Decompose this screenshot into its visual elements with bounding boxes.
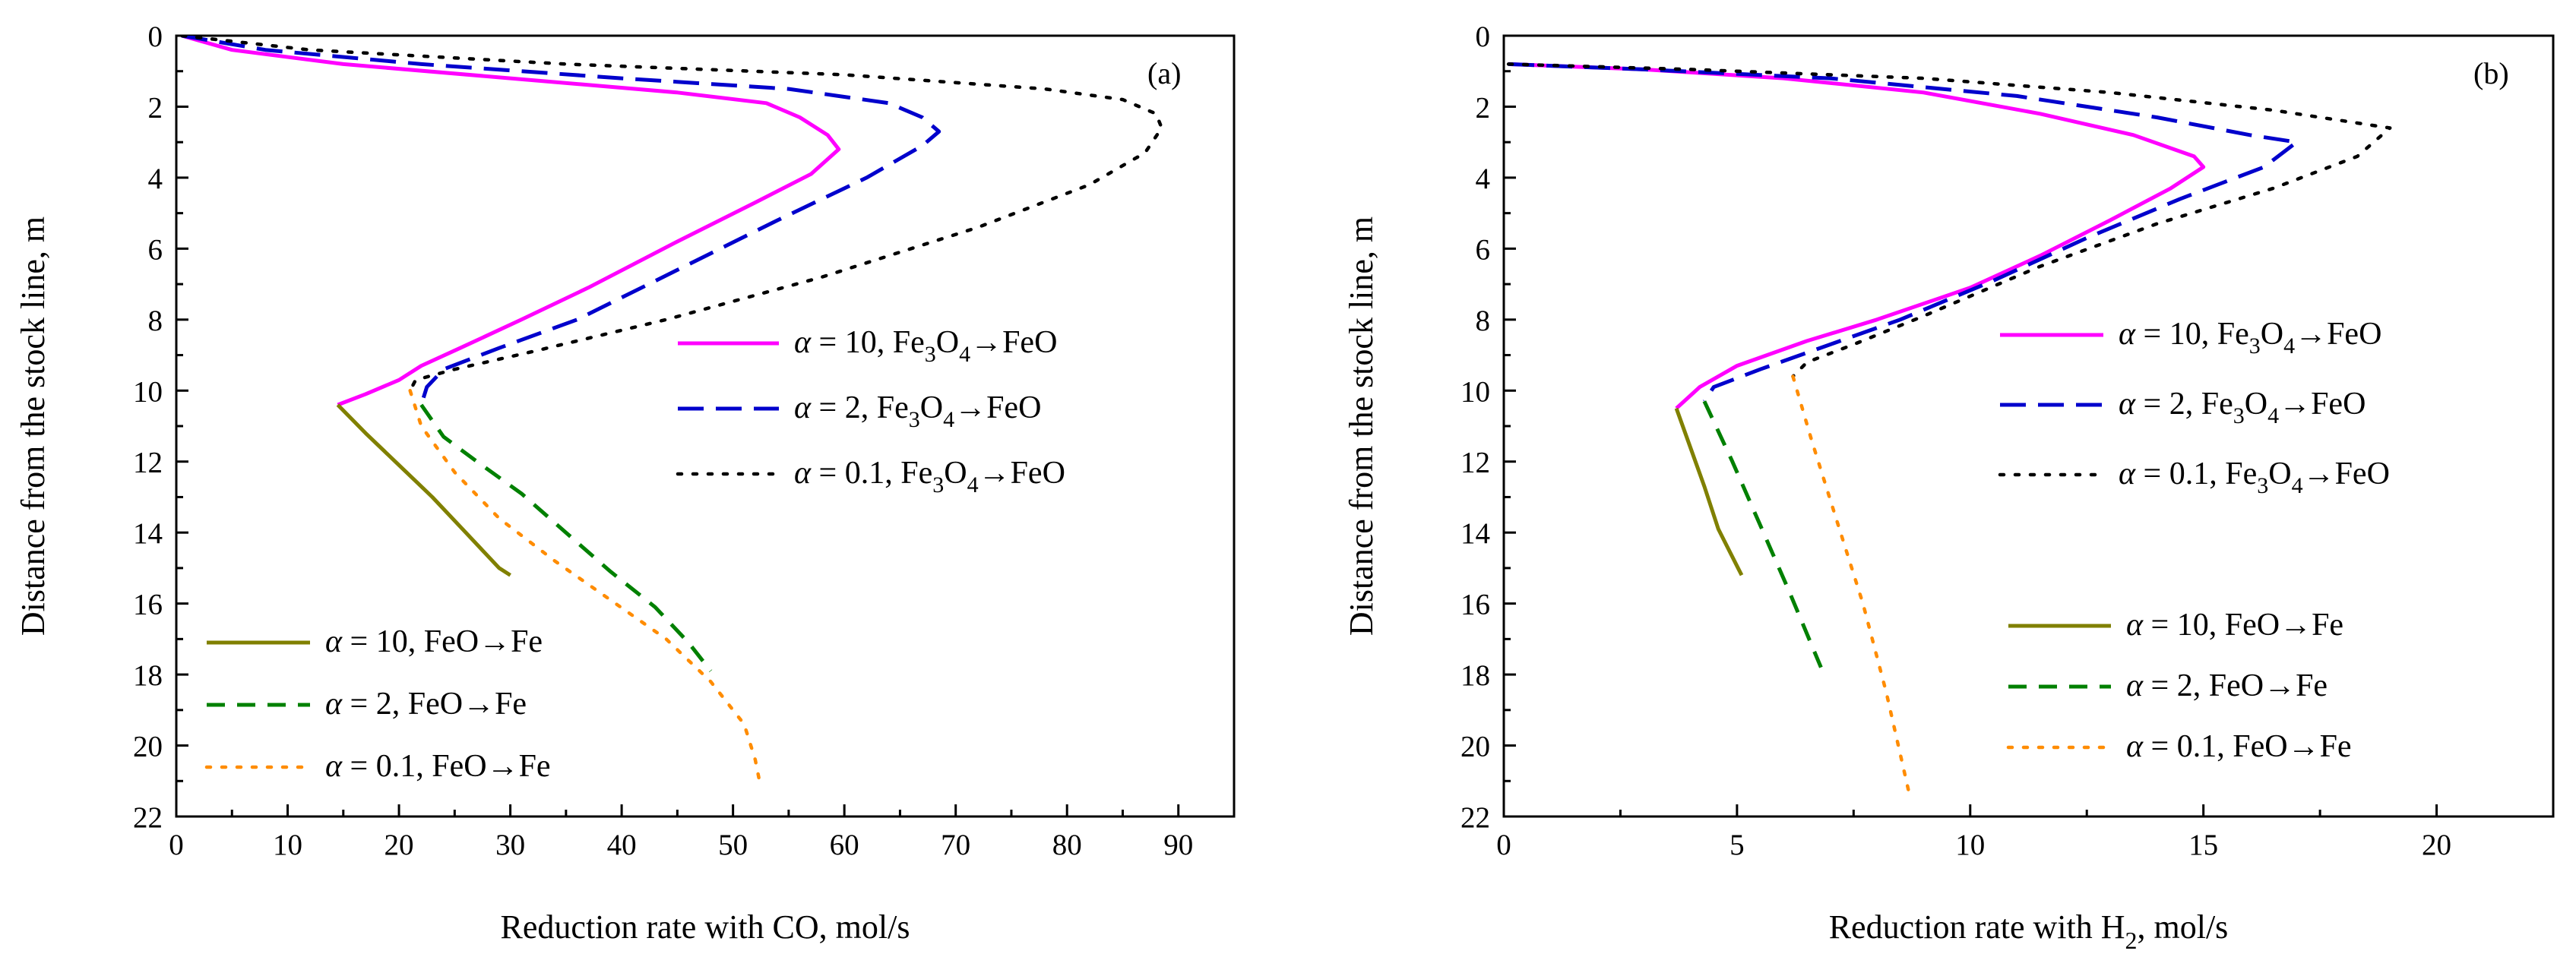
legend-label: α = 2, FeO→Fe xyxy=(325,687,527,722)
y-tick-label: 6 xyxy=(148,233,163,266)
y-tick-label: 4 xyxy=(148,163,163,195)
y-tick-label: 10 xyxy=(133,375,163,408)
x-tick-label: 0 xyxy=(1496,829,1511,861)
legend-label: α = 10, FeO→Fe xyxy=(325,624,543,659)
series-line-4 xyxy=(1674,407,1744,576)
y-tick-label: 18 xyxy=(1460,659,1490,692)
legend-label: α = 0.1, Fe3O4→FeO xyxy=(794,456,1065,497)
series-line-3 xyxy=(1506,62,2392,378)
y-tick-label: 20 xyxy=(133,731,163,763)
y-tick-label: 22 xyxy=(133,801,163,834)
y-axis-title: Distance from the stock line, m xyxy=(14,216,52,636)
chart-panel-b: 0 5 10 15 20 0 2 4 6 8 10 12 14 16 18 20 22 Reduction rat… xyxy=(1343,21,2555,954)
x-tick-label: 10 xyxy=(273,829,302,861)
legend-label: α = 2, Fe3O4→FeO xyxy=(794,390,1041,432)
x-tick-label: 0 xyxy=(169,829,184,861)
x-tick-label: 70 xyxy=(941,829,970,861)
y-tick-label: 2 xyxy=(148,91,163,124)
y-tick-label: 4 xyxy=(1476,163,1491,195)
series-line-2 xyxy=(1508,62,2299,403)
y-tick-label: 0 xyxy=(148,21,163,53)
legend-label: α = 2, Fe3O4→FeO xyxy=(2119,387,2366,428)
series-line-5 xyxy=(1702,400,1823,668)
y-tick-label: 12 xyxy=(133,447,163,479)
x-tick-label: 20 xyxy=(385,829,414,861)
y-tick-label: 6 xyxy=(1476,233,1491,266)
y-tick-label: 22 xyxy=(1460,801,1490,834)
y-tick-label: 2 xyxy=(1476,91,1491,124)
series-line-6 xyxy=(1791,374,1912,798)
y-tick-label: 10 xyxy=(1460,375,1490,408)
x-tick-label: 5 xyxy=(1729,829,1745,861)
x-axis-title: Reduction rate with CO, mol/s xyxy=(501,908,910,946)
plot-frame xyxy=(1502,34,2555,818)
chart-panel-a: 0 10 20 30 40 50 60 70 80 90 0 2 4 6 8 10 12 14 16 18 20 22 Re… xyxy=(14,21,1236,946)
x-axis-title: Reduction rate with H2, mol/s xyxy=(1829,908,2229,954)
series-line-1 xyxy=(181,36,841,407)
series-line-4 xyxy=(336,403,511,577)
x-tick-label: 40 xyxy=(607,829,637,861)
panel-label: (a) xyxy=(1147,56,1181,90)
legend-label: α = 0.1, FeO→Fe xyxy=(2126,729,2352,764)
y-tick-label: 16 xyxy=(133,589,163,621)
y-tick-label: 0 xyxy=(1476,21,1491,53)
series-line-1 xyxy=(1508,62,2206,410)
legend-label: α = 0.1, FeO→Fe xyxy=(325,749,551,784)
legend-label: α = 2, FeO→Fe xyxy=(2126,668,2328,703)
y-tick-label: 8 xyxy=(1476,305,1491,337)
y-tick-label: 14 xyxy=(133,517,163,550)
x-tick-label: 80 xyxy=(1052,829,1082,861)
panel-label: (b) xyxy=(2473,56,2509,90)
y-tick-label: 18 xyxy=(133,659,163,692)
x-tick-label: 60 xyxy=(830,829,859,861)
y-axis-title: Distance from the stock line, m xyxy=(1343,216,1380,636)
x-tick-label: 15 xyxy=(2188,829,2218,861)
series-line-6 xyxy=(408,389,763,790)
y-tick-label: 12 xyxy=(1460,447,1490,479)
x-tick-label: 20 xyxy=(2422,829,2451,861)
x-tick-label: 90 xyxy=(1163,829,1193,861)
x-tick-label: 30 xyxy=(495,829,525,861)
y-tick-label: 14 xyxy=(1460,517,1490,550)
y-tick-label: 20 xyxy=(1460,731,1490,763)
x-tick-label: 50 xyxy=(718,829,748,861)
x-tick-label: 10 xyxy=(1955,829,1985,861)
legend-label: α = 0.1, Fe3O4→FeO xyxy=(2119,456,2390,498)
legend-label: α = 10, FeO→Fe xyxy=(2126,608,2343,643)
y-tick-label: 8 xyxy=(148,305,163,337)
y-tick-label: 16 xyxy=(1460,589,1490,621)
series-line-5 xyxy=(419,403,713,672)
legend-label: α = 10, Fe3O4→FeO xyxy=(2119,317,2381,358)
legend-label: α = 10, Fe3O4→FeO xyxy=(794,325,1057,367)
